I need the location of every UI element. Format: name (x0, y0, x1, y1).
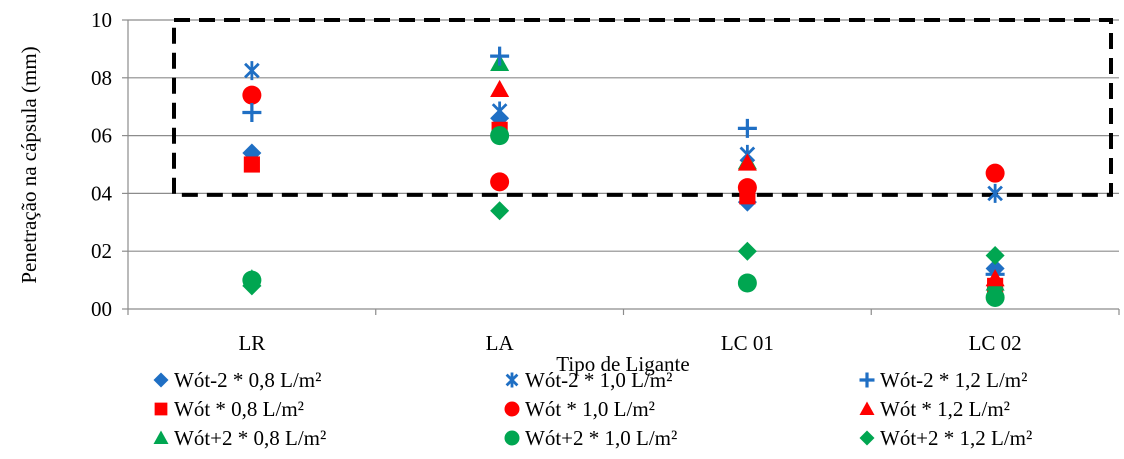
data-point (737, 118, 757, 138)
legend-item: Wót+2 * 1,2 L/m² (859, 426, 1032, 450)
legend-marker (859, 401, 875, 415)
data-point (985, 287, 1005, 307)
data-point (987, 183, 1003, 203)
data-point (242, 85, 262, 105)
data-point (985, 246, 1005, 266)
legend-item: Wót-2 * 0,8 L/m² (153, 368, 321, 392)
y-tick-label: 08 (91, 66, 112, 90)
x-tick-label: LA (486, 331, 515, 355)
data-points (242, 46, 1005, 307)
x-tick-label: LR (238, 331, 265, 355)
legend-item: Wót * 1,0 L/m² (504, 397, 655, 421)
data-point (242, 102, 262, 122)
data-point (490, 172, 510, 192)
gridlines (128, 19, 1119, 252)
data-point (737, 153, 757, 171)
data-point (737, 273, 757, 293)
legend-label: Wót+2 * 1,0 L/m² (525, 426, 677, 450)
legend-item: Wót+2 * 1,0 L/m² (504, 426, 677, 450)
axes: 00 02 04 06 08 10 LR LA LC 01 LC 02 (91, 8, 1120, 355)
data-point (490, 126, 510, 146)
data-point (985, 269, 1005, 287)
data-point (244, 61, 260, 81)
data-point (490, 201, 510, 221)
legend-item: Wót+2 * 0,8 L/m² (153, 426, 326, 450)
legend-label: Wót+2 * 1,2 L/m² (880, 426, 1032, 450)
legend-label: Wót-2 * 1,2 L/m² (880, 368, 1027, 392)
data-point (243, 156, 260, 173)
data-point (490, 79, 510, 97)
y-tick-label: 02 (91, 239, 112, 263)
x-axis-label: Tipo de Ligante (556, 352, 689, 376)
legend: Wót-2 * 0,8 L/m² Wót * 0,8 L/m² Wót+2 * 0,… (153, 368, 1032, 450)
y-tick-label: 10 (91, 8, 112, 32)
y-tick-label: 04 (91, 181, 113, 205)
legend-marker (153, 430, 169, 444)
legend-item: Wót-2 * 1,2 L/m² (859, 368, 1027, 392)
x-tick-label: LC 02 (969, 331, 1022, 355)
y-axis-label: Penetração na cápsula (mm) (17, 46, 41, 283)
legend-label: Wót * 1,0 L/m² (525, 397, 655, 421)
legend-marker (504, 430, 520, 446)
data-point (737, 241, 757, 261)
data-point (491, 101, 508, 121)
data-point (490, 46, 510, 66)
legend-marker (505, 372, 519, 388)
y-tick-label: 06 (91, 124, 112, 148)
legend-item: Wót-2 * 1,0 L/m² (505, 368, 672, 392)
legend-label: Wót-2 * 0,8 L/m² (174, 368, 321, 392)
legend-label: Wót * 0,8 L/m² (174, 397, 304, 421)
data-point (242, 276, 262, 296)
legend-label: Wót-2 * 1,0 L/m² (525, 368, 672, 392)
data-point (985, 163, 1005, 183)
legend-label: Wót * 1,2 L/m² (880, 397, 1010, 421)
legend-item: Wót * 0,8 L/m² (154, 397, 304, 421)
legend-label: Wót+2 * 0,8 L/m² (174, 426, 326, 450)
legend-marker (153, 372, 169, 388)
legend-marker (859, 372, 875, 388)
legend-marker (154, 402, 168, 416)
highlight-box (172, 18, 1113, 197)
highlight-rect (172, 18, 1113, 197)
y-tick-label: 00 (91, 297, 112, 321)
x-tick-label: LC 01 (721, 331, 774, 355)
legend-marker (504, 401, 520, 417)
legend-marker (859, 430, 875, 446)
legend-item: Wót * 1,2 L/m² (859, 397, 1010, 421)
data-point (737, 178, 757, 198)
